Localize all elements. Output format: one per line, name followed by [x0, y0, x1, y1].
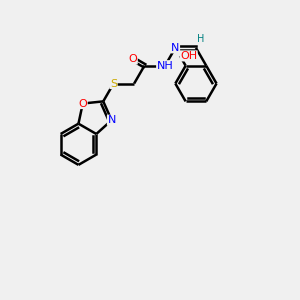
- Text: N: N: [107, 115, 116, 125]
- Text: NH: NH: [157, 61, 173, 71]
- Text: N: N: [171, 43, 179, 53]
- Text: S: S: [110, 79, 117, 88]
- Text: O: O: [128, 54, 137, 64]
- Text: H: H: [197, 34, 205, 44]
- Text: OH: OH: [180, 51, 197, 61]
- Text: O: O: [78, 98, 87, 109]
